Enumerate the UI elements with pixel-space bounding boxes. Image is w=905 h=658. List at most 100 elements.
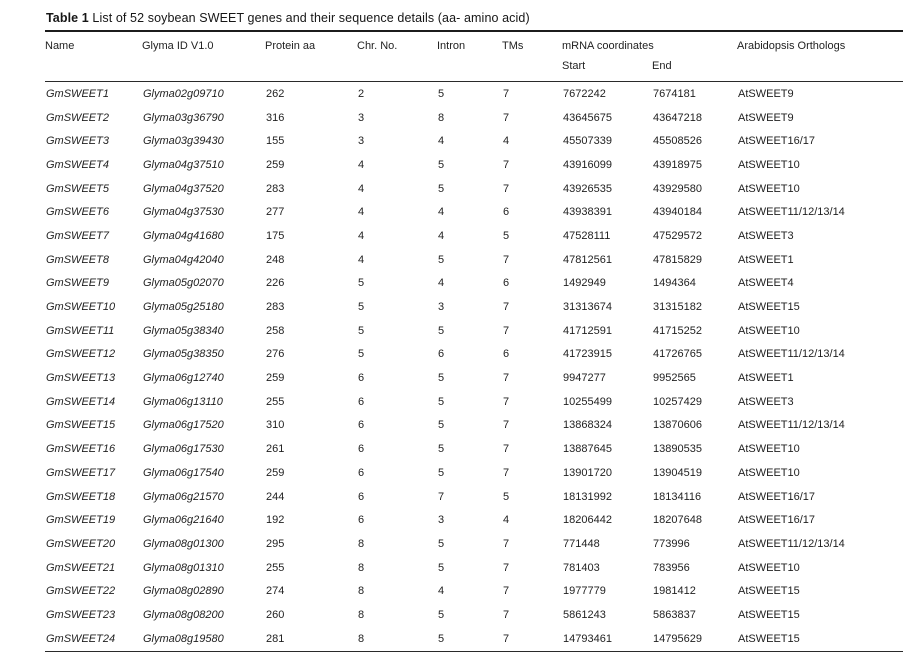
cell-protein-aa: 192 [266,514,285,527]
cell-glyma-id: Glyma08g19580 [143,632,224,645]
cell-protein-aa: 277 [266,206,285,219]
cell-glyma-id: Glyma05g25180 [143,301,224,314]
table-row: GmSWEET19 Glyma06g21640 192 6 3 4 18206442 1820… [45,508,903,532]
cell-name: GmSWEET10 [46,301,116,314]
cell-chr-no: 8 [358,632,365,645]
cell-chr-no: 4 [358,253,365,266]
cell-start: 7672242 [563,87,606,100]
cell-intron: 7 [438,490,445,503]
cell-protein-aa: 226 [266,277,285,290]
cell-intron: 5 [438,632,445,645]
cell-ortholog: AtSWEET15 [738,632,800,645]
cell-protein-aa: 244 [266,490,285,503]
cell-glyma-id: Glyma06g21570 [143,490,224,503]
cell-ortholog: AtSWEET9 [738,87,794,100]
cell-chr-no: 5 [358,324,365,337]
cell-tms: 7 [503,632,510,645]
cell-tms: 7 [503,608,510,621]
cell-ortholog: AtSWEET1 [738,253,794,266]
cell-chr-no: 5 [358,301,365,314]
cell-chr-no: 6 [358,443,365,456]
cell-name: GmSWEET24 [46,632,116,645]
cell-end: 41726765 [653,348,702,361]
cell-protein-aa: 316 [266,111,285,124]
cell-start: 43916099 [563,158,612,171]
column-header-intron: Intron [437,40,466,52]
cell-glyma-id: Glyma04g37530 [143,206,224,219]
cell-chr-no: 8 [358,585,365,598]
cell-protein-aa: 248 [266,253,285,266]
cell-protein-aa: 258 [266,324,285,337]
cell-chr-no: 8 [358,561,365,574]
cell-name: GmSWEET15 [46,419,116,432]
cell-end: 43918975 [653,158,702,171]
cell-intron: 4 [438,229,445,242]
cell-protein-aa: 283 [266,301,285,314]
cell-chr-no: 4 [358,229,365,242]
cell-start: 47528111 [563,229,611,242]
cell-name: GmSWEET4 [46,158,109,171]
cell-end: 13890535 [653,443,702,456]
cell-ortholog: AtSWEET11/12/13/14 [738,537,845,550]
table-row: GmSWEET24 Glyma08g19580 281 8 5 7 14793461 1479… [45,627,903,651]
cell-ortholog: AtSWEET11/12/13/14 [738,348,845,361]
cell-protein-aa: 260 [266,608,285,621]
table-row: GmSWEET20 Glyma08g01300 295 8 5 7 771448 773996… [45,532,903,556]
cell-end: 10257429 [653,395,702,408]
cell-chr-no: 3 [358,135,365,148]
cell-name: GmSWEET14 [46,395,116,408]
cell-ortholog: AtSWEET10 [738,561,800,574]
paper-table-page: Table 1 List of 52 soybean SWEET genes a… [45,10,903,652]
cell-chr-no: 6 [358,372,365,385]
table-caption-label: Table 1 [46,11,89,25]
table-body: GmSWEET1 Glyma02g09710 262 2 5 7 7672242 767418… [45,82,903,652]
cell-end: 9952565 [653,372,696,385]
cell-end: 1494364 [653,277,696,290]
table-row: GmSWEET10 Glyma05g25180 283 5 3 7 31313674 3131… [45,295,903,319]
cell-ortholog: AtSWEET3 [738,395,794,408]
cell-chr-no: 5 [358,277,365,290]
cell-end: 45508526 [653,135,702,148]
table-row: GmSWEET15 Glyma06g17520 310 6 5 7 13868324 1387… [45,414,903,438]
cell-tms: 4 [503,514,510,527]
cell-protein-aa: 310 [266,419,285,432]
table-row: GmSWEET1 Glyma02g09710 262 2 5 7 7672242 767418… [45,82,903,106]
cell-intron: 5 [438,395,445,408]
table-row: GmSWEET2 Glyma03g36790 316 3 8 7 43645675 43647… [45,106,903,130]
cell-glyma-id: Glyma06g13110 [143,395,223,408]
cell-intron: 5 [438,372,445,385]
cell-end: 5863837 [653,608,696,621]
column-header-mrna-coordinates: mRNA coordinates [562,40,654,52]
table-row: GmSWEET5 Glyma04g37520 283 4 5 7 43926535 43929… [45,177,903,201]
cell-ortholog: AtSWEET16/17 [738,135,816,148]
cell-glyma-id: Glyma08g08200 [143,608,224,621]
cell-start: 43926535 [563,182,612,195]
cell-tms: 6 [503,206,510,219]
cell-name: GmSWEET8 [46,253,109,266]
cell-glyma-id: Glyma08g02890 [143,585,224,598]
cell-ortholog: AtSWEET11/12/13/14 [738,419,845,432]
cell-name: GmSWEET11 [46,324,115,337]
cell-name: GmSWEET3 [46,135,109,148]
cell-glyma-id: Glyma06g12740 [143,372,224,385]
cell-start: 18131992 [563,490,612,503]
cell-ortholog: AtSWEET9 [738,111,794,124]
cell-tms: 7 [503,395,510,408]
column-header-chr-no: Chr. No. [357,40,398,52]
cell-start: 43938391 [563,206,612,219]
cell-start: 9947277 [563,372,606,385]
cell-glyma-id: Glyma06g17540 [143,466,224,479]
cell-tms: 7 [503,466,510,479]
cell-protein-aa: 255 [266,561,285,574]
cell-end: 7674181 [653,87,696,100]
cell-tms: 6 [503,277,510,290]
cell-protein-aa: 281 [266,632,285,645]
column-header-tms: TMs [502,40,524,52]
cell-protein-aa: 259 [266,158,285,171]
cell-end: 47815829 [653,253,702,266]
cell-glyma-id: Glyma06g17530 [143,443,224,456]
cell-ortholog: AtSWEET16/17 [738,490,816,503]
cell-end: 1981412 [653,585,696,598]
cell-tms: 7 [503,419,510,432]
table-row: GmSWEET11 Glyma05g38340 258 5 5 7 41712591 4171… [45,319,903,343]
